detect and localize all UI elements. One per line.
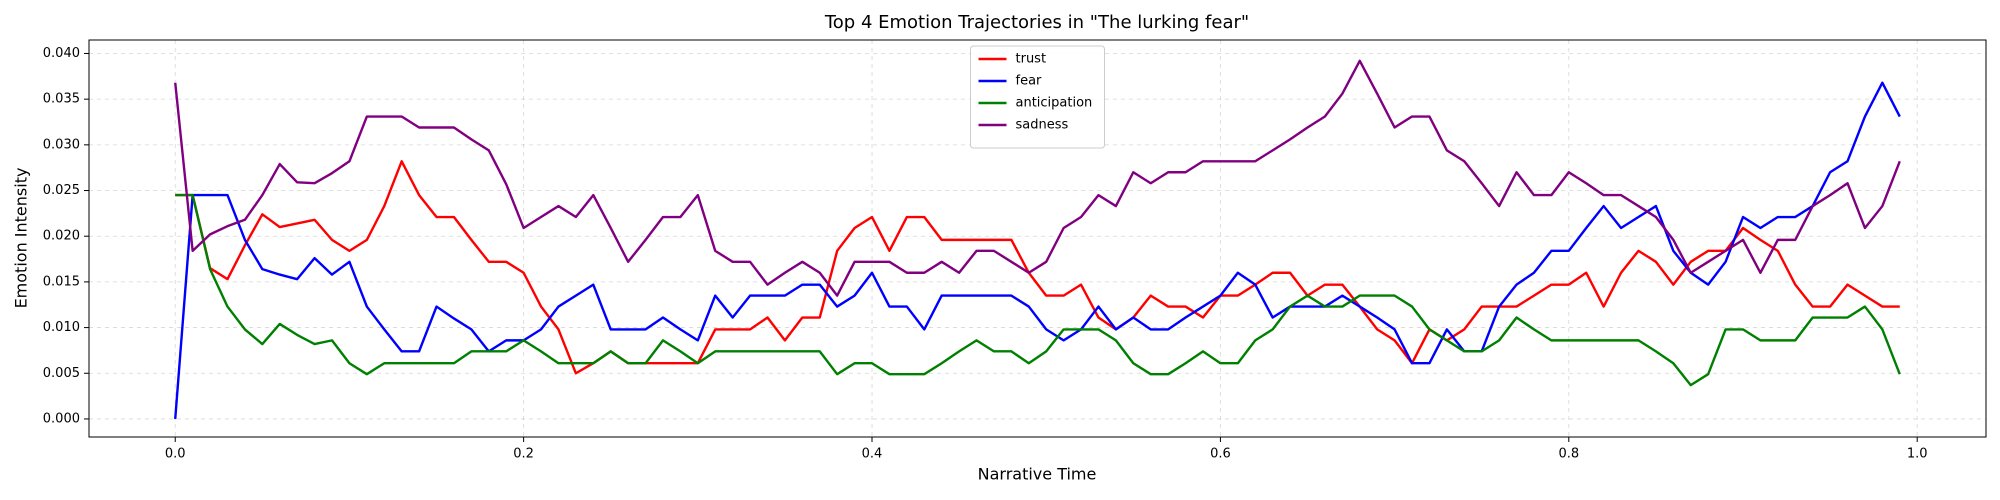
series-line: [175, 193, 1901, 387]
x-tick-label: 0.6: [1210, 447, 1231, 462]
chart-title: Top 4 Emotion Trajectories in "The lurki…: [824, 12, 1249, 33]
legend-label: fear: [1016, 74, 1043, 89]
legend-label: trust: [1016, 52, 1047, 67]
y-tick-label: 0.005: [43, 366, 80, 381]
plot-frame: [88, 39, 1987, 438]
series-line: [174, 59, 1901, 297]
y-tick-label: 0.020: [43, 229, 80, 244]
x-tick-label: 0.4: [862, 447, 883, 462]
y-tick-label: 0.015: [43, 274, 80, 289]
y-tick-label: 0.030: [43, 137, 80, 152]
y-tick-label: 0.040: [43, 46, 80, 61]
series-line: [175, 160, 1900, 375]
y-tick-label: 0.000: [43, 411, 80, 426]
x-tick-label: 1.0: [1907, 447, 1928, 462]
y-tick-label: 0.035: [43, 92, 80, 107]
y-axis-label: Emotion Intensity: [12, 168, 31, 309]
x-tick-label: 0.2: [513, 447, 534, 462]
x-tick-label: 0.8: [1558, 447, 1579, 462]
x-tick-label: 0.0: [165, 447, 186, 462]
legend-box: [970, 45, 1105, 149]
legend-label: sadness: [1016, 118, 1069, 133]
y-tick-label: 0.010: [43, 320, 80, 335]
series-line: [174, 81, 1901, 420]
x-axis-label: Narrative Time: [978, 465, 1097, 484]
legend-label: anticipation: [1016, 96, 1093, 111]
y-tick-label: 0.025: [43, 183, 80, 198]
